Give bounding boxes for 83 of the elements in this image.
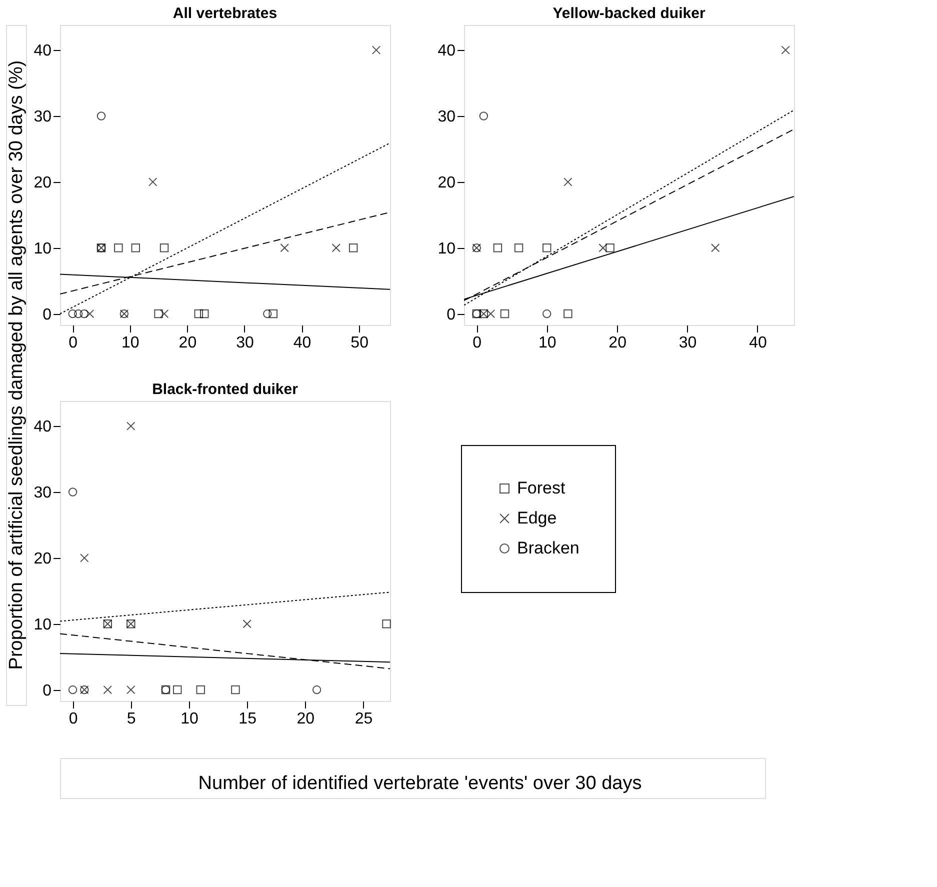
point <box>242 619 252 628</box>
y-tick-label: 10 <box>34 616 52 634</box>
point <box>196 685 205 694</box>
point <box>74 309 83 318</box>
point <box>332 243 341 252</box>
point <box>148 178 158 186</box>
point <box>126 685 136 694</box>
point <box>80 554 89 562</box>
y-tick-label: 0 <box>42 682 52 700</box>
point <box>312 685 322 694</box>
point <box>542 309 552 318</box>
legend-label: Bracken <box>517 538 580 558</box>
point <box>710 243 720 252</box>
y-tick-label: 40 <box>34 418 52 436</box>
point <box>479 112 488 120</box>
y-tick-label: 20 <box>34 550 52 568</box>
point <box>348 243 358 252</box>
x-tick-label: 40 <box>749 334 767 352</box>
point <box>114 243 123 252</box>
x-tick-label: 10 <box>121 334 140 352</box>
y-tick-label: 0 <box>446 306 456 324</box>
chart-title: Black-fronted duiker <box>152 381 298 398</box>
point <box>85 309 94 318</box>
x-tick-label: 0 <box>68 334 78 352</box>
y-tick-label: 30 <box>34 484 52 502</box>
x-tick-label: 25 <box>354 710 373 728</box>
y-tick-label: 10 <box>438 240 456 258</box>
point <box>606 243 614 252</box>
y-tick-label: 40 <box>438 42 456 60</box>
legend-label: Forest <box>517 478 566 498</box>
point <box>160 309 169 318</box>
point <box>68 488 78 496</box>
point <box>493 243 502 252</box>
point <box>131 243 140 252</box>
point <box>542 243 552 252</box>
point <box>68 685 78 694</box>
point <box>80 309 88 318</box>
x-tick-label: 50 <box>350 334 369 352</box>
point <box>68 309 77 318</box>
chart-title: Yellow-backed duiker <box>552 5 706 22</box>
legend-label: Edge <box>517 508 557 528</box>
y-tick-label: 30 <box>438 108 456 126</box>
x-tick-label: 20 <box>178 334 197 352</box>
point <box>564 178 572 186</box>
point <box>280 243 289 252</box>
x-tick-label: 0 <box>68 710 78 728</box>
point <box>96 112 106 120</box>
y-tick-label: 10 <box>34 240 52 258</box>
y-tick-label: 30 <box>34 108 52 126</box>
point <box>564 309 572 318</box>
x-tick-label: 5 <box>126 710 136 728</box>
point <box>268 309 278 318</box>
y-axis-title: Proportion of artificial seedlings damaged by all agents over 30 days (%) <box>6 60 27 670</box>
y-tick-label: 20 <box>34 174 52 192</box>
point <box>154 309 163 318</box>
point <box>172 685 182 694</box>
point <box>160 243 169 252</box>
x-tick-label: 30 <box>236 334 254 352</box>
point <box>598 243 608 252</box>
point <box>126 422 136 430</box>
x-tick-label: 10 <box>180 710 198 728</box>
point <box>103 685 112 694</box>
y-tick-label: 0 <box>42 306 52 324</box>
y-tick-label: 20 <box>438 174 456 192</box>
x-tick-label: 15 <box>238 710 257 728</box>
x-axis-title: Number of identified vertebrate 'events' over 30 days <box>198 773 642 794</box>
x-tick-label: 20 <box>296 710 315 728</box>
chart-title: All vertebrates <box>172 5 278 22</box>
x-tick-label: 30 <box>678 334 697 352</box>
y-tick-label: 40 <box>34 42 52 60</box>
point <box>514 243 524 252</box>
point <box>231 685 240 694</box>
point <box>781 46 790 54</box>
point <box>372 46 381 54</box>
point <box>263 309 272 318</box>
point <box>194 309 204 318</box>
x-tick-label: 20 <box>608 334 627 352</box>
x-tick-label: 10 <box>538 334 556 352</box>
point <box>382 619 391 628</box>
point <box>500 309 510 318</box>
x-tick-label: 40 <box>293 334 312 352</box>
x-tick-label: 0 <box>472 334 482 352</box>
point <box>200 309 209 318</box>
